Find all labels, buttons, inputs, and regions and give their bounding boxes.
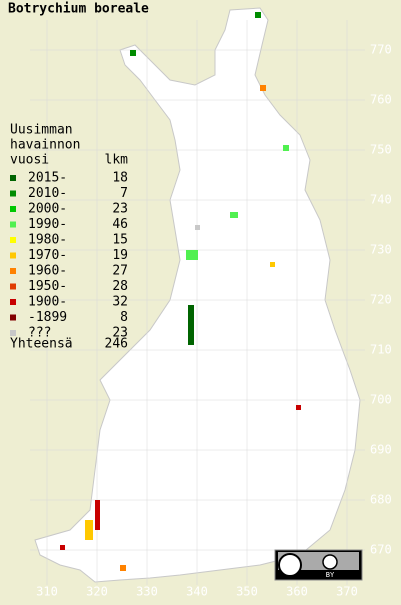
y-axis-label: 750 [370, 143, 392, 157]
legend-swatch [10, 175, 16, 181]
legend-label: 1950- [28, 279, 67, 294]
observations [60, 12, 301, 571]
legend-label: 1970- [28, 248, 67, 263]
legend-swatch [10, 206, 16, 212]
legend-label: -1899 [28, 310, 67, 325]
legend-label: 1900- [28, 295, 67, 310]
observation [186, 250, 198, 260]
x-axis-label: 330 [136, 585, 158, 599]
legend-total-label: Yhteensä [10, 337, 73, 352]
cc-icon [278, 553, 302, 577]
legend-label: 1990- [28, 217, 67, 232]
y-axis-label: 720 [370, 293, 392, 307]
legend-heading: Uusimman [10, 123, 73, 138]
legend-label: 1980- [28, 233, 67, 248]
y-axis-label: 740 [370, 193, 392, 207]
legend-count: 23 [112, 326, 128, 341]
observation [188, 305, 194, 345]
legend-heading: vuosi [10, 153, 49, 168]
legend-swatch [10, 221, 16, 228]
legend-label: ??? [28, 326, 51, 341]
legend-count: 28 [112, 279, 128, 294]
legend-count: 15 [112, 233, 128, 248]
legend-label: 2015- [28, 171, 67, 186]
legend-label: 2010- [28, 186, 67, 201]
x-axis-label: 350 [236, 585, 258, 599]
x-axis-label: 320 [86, 585, 108, 599]
legend-swatch [10, 314, 16, 321]
legend-swatch [10, 330, 16, 336]
legend-count: 7 [120, 186, 128, 201]
title: Botrychium boreale [8, 2, 149, 17]
legend-label: 2000- [28, 202, 67, 217]
legend-count: 19 [112, 248, 128, 263]
legend-count: 27 [112, 264, 128, 279]
x-axis-label: 370 [336, 585, 358, 599]
y-axis-label: 710 [370, 343, 392, 357]
legend-heading: havainnon [10, 138, 80, 153]
legend-swatch [10, 299, 16, 305]
legend-count: 18 [112, 171, 128, 186]
x-axis-label: 340 [186, 585, 208, 599]
y-axis-label: 690 [370, 443, 392, 457]
y-axis-label: 700 [370, 393, 392, 407]
license-badge: BY [274, 549, 363, 581]
observation [270, 262, 275, 267]
y-axis-label: 730 [370, 243, 392, 257]
legend-count-heading: lkm [105, 153, 129, 168]
observation [230, 212, 238, 218]
legend-swatch [10, 252, 16, 259]
y-axis-label: 680 [370, 493, 392, 507]
observation [60, 545, 65, 550]
legend-count: 46 [112, 217, 128, 232]
legend-swatch [10, 190, 16, 197]
legend-count: 23 [112, 202, 128, 217]
legend-swatch [10, 268, 16, 274]
observation [85, 520, 93, 540]
legend-swatch [10, 283, 16, 290]
observation [130, 50, 136, 56]
by-icon [322, 554, 338, 570]
observation [296, 405, 301, 410]
legend-label: 1960- [28, 264, 67, 279]
legend-swatch [10, 237, 16, 243]
observation [120, 565, 126, 571]
legend-count: 8 [120, 310, 128, 325]
grid [30, 20, 365, 585]
y-axis-label: 770 [370, 43, 392, 57]
y-axis-label: 670 [370, 543, 392, 557]
x-axis-label: 310 [36, 585, 58, 599]
legend-total: 246 [105, 337, 128, 352]
observation [255, 12, 261, 18]
observation [195, 225, 200, 230]
observation [283, 145, 289, 151]
observation [95, 500, 100, 530]
license-text: BY [326, 571, 335, 579]
legend-count: 32 [112, 295, 128, 310]
observation [260, 85, 266, 91]
x-axis-label: 360 [286, 585, 308, 599]
y-axis-label: 760 [370, 93, 392, 107]
